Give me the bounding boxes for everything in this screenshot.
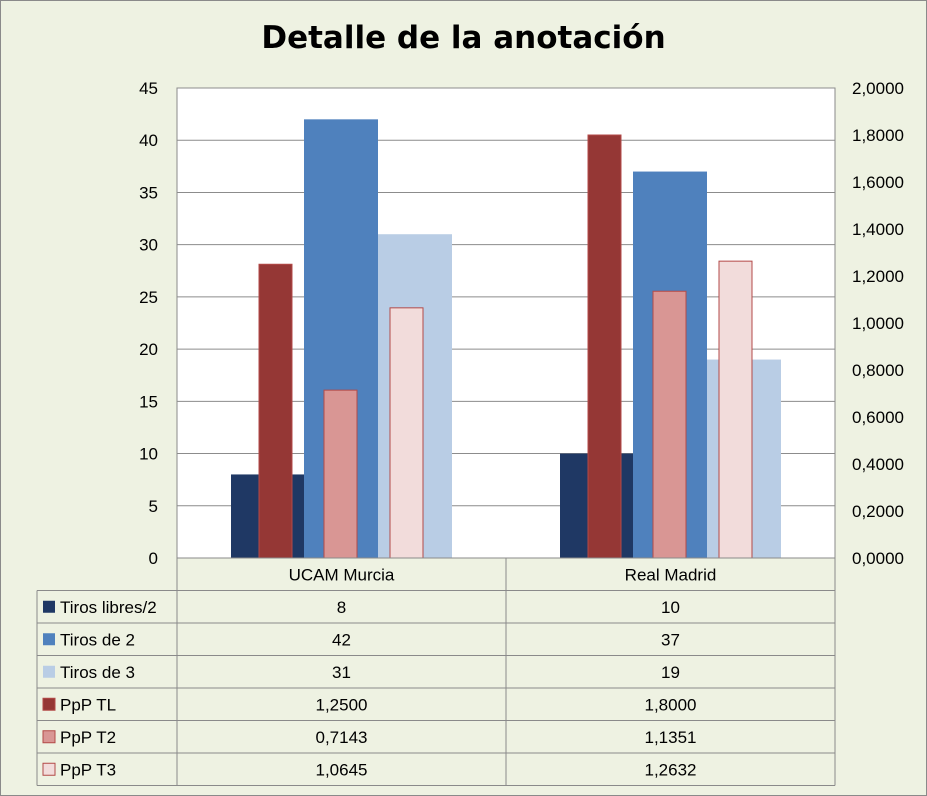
y-left-tick-label: 15 bbox=[139, 392, 158, 411]
bar-ppp-t3-1 bbox=[718, 260, 753, 559]
y-right-tick-label: 1,2000 bbox=[852, 267, 904, 286]
y-right-tick-label: 0,0000 bbox=[852, 549, 904, 568]
y-left-tick-label: 20 bbox=[139, 340, 158, 359]
bar-ppp-t2-1 bbox=[652, 290, 687, 559]
y-right-tick-label: 1,4000 bbox=[852, 220, 904, 239]
y-right-tick-label: 0,4000 bbox=[852, 455, 904, 474]
y-right-tick-label: 0,2000 bbox=[852, 502, 904, 521]
bar-ppp-tl-0 bbox=[258, 263, 293, 559]
bar-ppp-tl-1 bbox=[587, 134, 622, 559]
y-left-tick-label: 0 bbox=[149, 549, 158, 568]
y-left-tick-label: 25 bbox=[139, 288, 158, 307]
legend-swatch-ppp-tl bbox=[42, 697, 56, 711]
legend-label-ppp-t3: PpP T3 bbox=[60, 760, 116, 779]
table-value-tiros-de-3: 31 bbox=[332, 663, 351, 682]
table-category-label: Real Madrid bbox=[625, 565, 717, 584]
legend-swatch-tiros-de-3 bbox=[43, 665, 55, 678]
legend-label-tiros-libres-2: Tiros libres/2 bbox=[60, 598, 157, 617]
table-value-ppp-t3: 1,2632 bbox=[645, 760, 697, 779]
y-right-tick-label: 1,0000 bbox=[852, 314, 904, 333]
legend-swatch-ppp-t3 bbox=[42, 762, 56, 776]
legend-label-tiros-de-3: Tiros de 3 bbox=[60, 663, 135, 682]
chart-title: Detalle de la anotación bbox=[261, 20, 666, 56]
bar-ppp-t2-0 bbox=[323, 389, 358, 559]
y-left-tick-label: 10 bbox=[139, 445, 158, 464]
table-value-tiros-libres-2: 8 bbox=[337, 598, 346, 617]
table-value-tiros-de-3: 19 bbox=[661, 663, 680, 682]
y-right-tick-label: 0,8000 bbox=[852, 361, 904, 380]
table-value-ppp-tl: 1,2500 bbox=[316, 695, 368, 714]
table-value-ppp-t2: 1,1351 bbox=[645, 728, 697, 747]
table-value-tiros-de-2: 42 bbox=[332, 630, 351, 649]
y-right-tick-label: 0,6000 bbox=[852, 408, 904, 427]
table-value-tiros-de-2: 37 bbox=[661, 630, 680, 649]
y-right-tick-label: 2,0000 bbox=[852, 79, 904, 98]
legend-swatch-tiros-libres-2 bbox=[43, 600, 55, 613]
legend-swatch-tiros-de-2 bbox=[43, 633, 55, 646]
legend-label-tiros-de-2: Tiros de 2 bbox=[60, 630, 135, 649]
legend-label-ppp-t2: PpP T2 bbox=[60, 728, 116, 747]
legend-swatch-ppp-t2 bbox=[42, 730, 56, 744]
y-left-tick-label: 5 bbox=[149, 497, 158, 516]
y-left-tick-label: 30 bbox=[139, 236, 158, 255]
table-value-tiros-libres-2: 10 bbox=[661, 598, 680, 617]
y-right-tick-label: 1,8000 bbox=[852, 126, 904, 145]
table-value-ppp-t2: 0,7143 bbox=[316, 728, 368, 747]
y-left-tick-label: 40 bbox=[139, 131, 158, 150]
y-left-tick-label: 35 bbox=[139, 183, 158, 202]
legend-label-ppp-tl: PpP TL bbox=[60, 695, 116, 714]
table-value-ppp-t3: 1,0645 bbox=[316, 760, 368, 779]
y-left-tick-label: 45 bbox=[139, 79, 158, 98]
bar-ppp-t3-0 bbox=[389, 307, 424, 559]
table-value-ppp-tl: 1,8000 bbox=[645, 695, 697, 714]
y-right-tick-label: 1,6000 bbox=[852, 173, 904, 192]
table-category-label: UCAM Murcia bbox=[289, 565, 395, 584]
